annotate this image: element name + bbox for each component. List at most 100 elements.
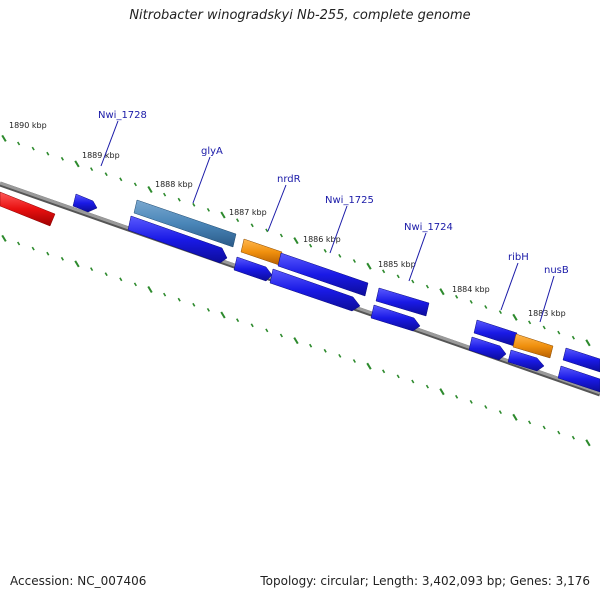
tick-labels: 1890 kbp 1889 kbp 1888 kbp 1887 kbp 1886…	[9, 121, 566, 318]
upper-tick	[411, 279, 415, 284]
gene-lower-3[interactable]	[269, 268, 361, 312]
lower-tick	[206, 307, 210, 312]
lower-tick	[469, 399, 473, 404]
gene-nwi-1725[interactable]	[277, 252, 369, 297]
lower-tick	[585, 439, 591, 447]
upper-tick	[147, 185, 153, 194]
gene-label-nrdr[interactable]: nrdR	[277, 174, 301, 185]
gene-label-ribh[interactable]: ribH	[508, 252, 529, 263]
leader-ribh	[500, 262, 519, 311]
upper-tick	[119, 177, 123, 182]
lower-tick	[265, 328, 269, 333]
tick-label-1890: 1890 kbp	[9, 121, 47, 130]
lower-tick	[411, 379, 415, 384]
lower-tick	[293, 337, 299, 345]
upper-tick	[571, 335, 575, 340]
upper-tick	[498, 310, 502, 315]
upper-tick	[484, 305, 488, 309]
gene-right-lower[interactable]	[557, 365, 600, 393]
upper-tick	[206, 207, 210, 212]
lower-tick	[90, 267, 94, 272]
upper-tick	[265, 228, 269, 233]
tick-track-upper	[1, 134, 591, 347]
upper-tick	[133, 182, 137, 187]
lower-tick	[498, 410, 502, 415]
map-title: Nitrobacter winogradskyi Nb-255, complet…	[129, 8, 471, 23]
lower-tick	[60, 256, 64, 261]
upper-tick	[90, 167, 94, 172]
upper-tick	[46, 151, 50, 156]
gene-lower-6[interactable]	[507, 349, 545, 372]
lower-tick	[557, 430, 561, 435]
tick-label-1886: 1886 kbp	[303, 235, 341, 244]
gene-right-upper[interactable]	[562, 347, 600, 373]
gene-label-nwi-1725[interactable]: Nwi_1725	[325, 195, 374, 206]
lower-tick	[147, 285, 153, 294]
lower-tick	[104, 272, 108, 277]
upper-tick	[163, 192, 167, 197]
upper-tick	[366, 262, 372, 270]
lower-tick	[74, 260, 80, 268]
leader-nrdr	[267, 184, 287, 232]
gene-label-nusb[interactable]: nusB	[544, 265, 569, 276]
upper-tick	[338, 253, 342, 258]
leader-nwi-1725	[329, 205, 348, 254]
gene-nwi-1724[interactable]	[375, 287, 430, 317]
lower-tick	[352, 359, 356, 363]
gene-nusb[interactable]	[512, 333, 554, 359]
genome-summary-text: Topology: circular; Length: 3,402,093 bp…	[260, 574, 590, 588]
lower-tick	[119, 277, 123, 282]
lower-tick	[323, 348, 327, 353]
upper-tick	[60, 156, 64, 161]
upper-tick	[396, 274, 400, 279]
gene-label-glya[interactable]: glyA	[201, 146, 223, 157]
tick-label-1888: 1888 kbp	[155, 180, 193, 189]
lower-tick	[484, 405, 488, 409]
tick-label-1885: 1885 kbp	[378, 260, 416, 269]
gene-nwi-1728[interactable]	[72, 193, 98, 213]
upper-tick	[220, 211, 226, 219]
lower-tick	[177, 297, 181, 302]
lower-tick	[528, 420, 532, 425]
gene-lower-2[interactable]	[233, 256, 273, 282]
gene-label-nwi-1728[interactable]: Nwi_1728	[98, 110, 147, 121]
upper-tick	[352, 259, 356, 263]
gene-glya[interactable]	[133, 199, 237, 248]
gene-lower-1[interactable]	[127, 215, 228, 264]
lower-tick	[455, 394, 459, 399]
lower-tick	[512, 413, 518, 421]
upper-tick	[1, 134, 7, 142]
upper-tick	[104, 172, 108, 177]
lower-tick	[250, 323, 254, 328]
lower-tick	[31, 246, 35, 251]
upper-tick	[439, 288, 445, 296]
gene-label-nwi-1724[interactable]: Nwi_1724	[404, 222, 453, 233]
accession-text: Accession: NC_007406	[10, 574, 147, 588]
lower-tick	[192, 302, 196, 307]
upper-tick	[542, 325, 546, 330]
gene-red[interactable]	[0, 191, 56, 227]
upper-tick	[192, 202, 196, 207]
upper-tick	[293, 237, 299, 245]
lower-tick	[571, 435, 575, 440]
leader-nusb	[539, 275, 555, 323]
lower-tick	[46, 251, 50, 256]
lower-tick	[1, 234, 7, 242]
gene-lower-5[interactable]	[468, 336, 507, 361]
lower-tick	[338, 353, 342, 358]
lower-tick	[17, 241, 21, 246]
tick-label-1889: 1889 kbp	[82, 151, 120, 160]
upper-tick	[455, 294, 459, 299]
lower-tick	[279, 333, 283, 338]
gene-lower-4[interactable]	[370, 304, 421, 332]
lower-tick	[439, 388, 445, 396]
tick-label-1883: 1883 kbp	[528, 309, 566, 318]
upper-tick	[382, 269, 386, 274]
upper-tick	[250, 223, 254, 228]
upper-tick	[17, 141, 21, 146]
leader-glya	[192, 156, 211, 204]
upper-tick	[512, 313, 518, 321]
upper-tick	[177, 197, 181, 202]
lower-tick	[542, 425, 546, 430]
